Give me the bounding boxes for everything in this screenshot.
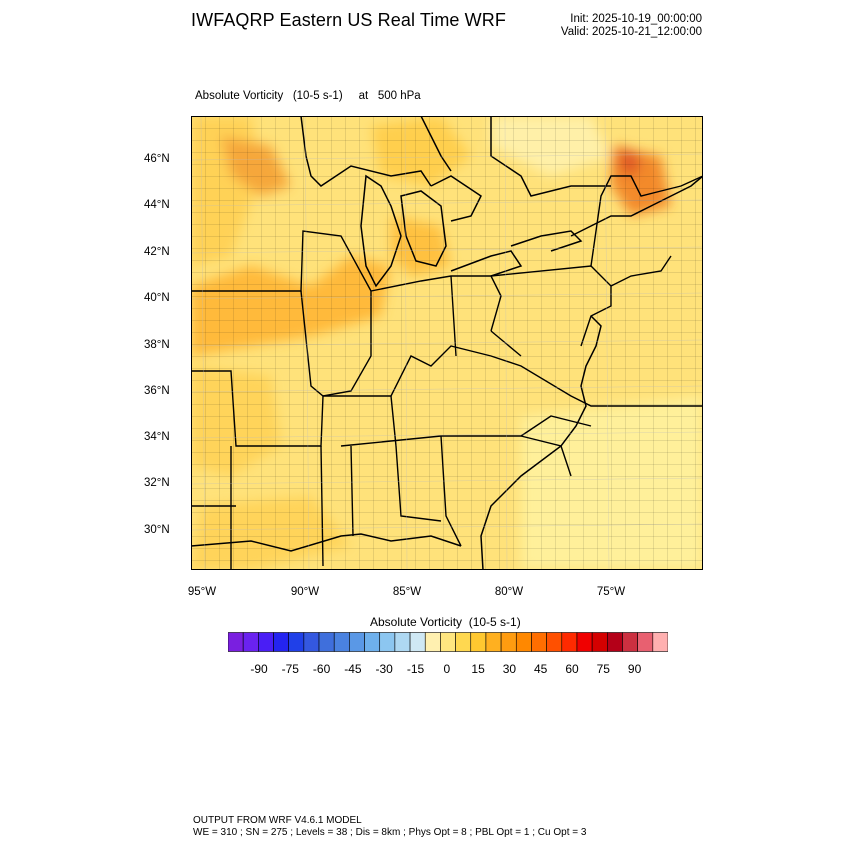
colorbar-box [576, 632, 593, 652]
colorbar-box [622, 632, 638, 652]
state-borders [191, 175, 703, 570]
colorbar-box [652, 632, 668, 652]
colorbar-box [303, 632, 320, 652]
colorbar-box [318, 632, 335, 652]
colorbar-box [500, 632, 517, 652]
colorbar-label: -15 [406, 662, 425, 676]
field-name: Absolute Vorticity [195, 90, 284, 102]
colorbar-label: 45 [534, 662, 548, 676]
colorbar-box [591, 632, 608, 652]
colorbar-box [485, 632, 502, 652]
colorbar-label: 60 [565, 662, 579, 676]
colorbar-box [258, 632, 274, 652]
lat-label: 46°N [144, 153, 170, 165]
lon-label: 75°W [596, 586, 626, 598]
field-units: (10-5 s-1) [292, 90, 343, 102]
coastlines [191, 116, 703, 570]
init-time: Init: 2025-10-19_00:00:00 [570, 13, 702, 25]
lat-label: 38°N [144, 339, 170, 351]
lat-label: 44°N [144, 199, 170, 211]
colorbar-label: -45 [344, 662, 362, 676]
field-label: Absolute Vorticity (10-5 s-1) at 500 hPa [195, 90, 421, 102]
colorbar-box [288, 632, 305, 652]
footer-line-1: OUTPUT FROM WRF V4.6.1 MODEL [193, 815, 362, 826]
colorbar-box [228, 632, 244, 652]
lat-label: 34°N [144, 431, 170, 443]
footer-line-2: WE = 310 ; SN = 275 ; Levels = 38 ; Dis … [193, 827, 587, 838]
colorbar [228, 632, 668, 652]
valid-time: Valid: 2025-10-21_12:00:00 [560, 26, 702, 38]
time-info: Init: 2025-10-19_00:00:00 Valid: 2025-10… [520, 13, 702, 39]
colorbar-label: 90 [627, 662, 642, 676]
colorbar-box [394, 632, 411, 652]
colorbar-label: -30 [375, 662, 393, 676]
colorbar-box [273, 632, 289, 652]
colorbar-box [531, 632, 547, 652]
colorbar-box [515, 632, 532, 652]
colorbar-box [637, 632, 654, 652]
colorbar-box [455, 632, 472, 652]
colorbar-label: 0 [443, 662, 451, 676]
lat-label: 30°N [144, 524, 170, 536]
lat-label: 42°N [144, 246, 170, 258]
lon-label: 95°W [187, 586, 217, 598]
colorbar-label: -75 [281, 662, 299, 676]
colorbar-label: -90 [250, 662, 268, 676]
colorbar-box [546, 632, 563, 652]
colorbar-label: 15 [471, 662, 485, 676]
colorbar-box [379, 632, 396, 652]
graticule [191, 116, 703, 570]
model-footer: OUTPUT FROM WRF V4.6.1 MODEL WE = 310 ; … [193, 815, 586, 839]
field-level: 500 hPa [377, 90, 421, 102]
lat-label: 40°N [144, 292, 170, 304]
plot-title: IWFAQRP Eastern US Real Time WRF [191, 10, 506, 30]
lat-label: 32°N [144, 477, 170, 489]
colorbar-box [561, 632, 578, 652]
colorbar-label: 30 [502, 662, 517, 676]
colorbar-box [424, 632, 441, 652]
field-level-prefix: at [358, 90, 369, 102]
colorbar-box [364, 632, 381, 652]
colorbar-box [440, 632, 456, 652]
colorbar-label: 75 [596, 662, 610, 676]
colorbar-title: Absolute Vorticity (10-5 s-1) [370, 615, 521, 629]
lon-label: 80°W [494, 586, 524, 598]
lon-label: 85°W [392, 586, 422, 598]
vorticity-map [191, 116, 703, 570]
map-frame [191, 116, 703, 570]
colorbar-box [470, 632, 487, 652]
lat-label: 36°N [144, 385, 170, 397]
colorbar-box [333, 632, 350, 652]
colorbar-box [409, 632, 426, 652]
colorbar-label: -60 [312, 662, 331, 676]
colorbar-box [349, 632, 365, 652]
lon-label: 90°W [290, 586, 320, 598]
colorbar-box [607, 632, 623, 652]
colorbar-box [242, 632, 259, 652]
